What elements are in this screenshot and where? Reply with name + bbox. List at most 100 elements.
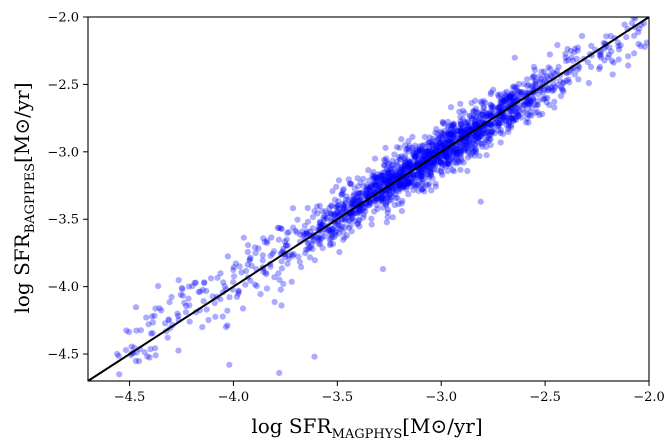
scatter-point: [488, 122, 495, 129]
scatter-point: [506, 95, 514, 102]
scatter-point: [508, 90, 515, 97]
scatter-point: [389, 157, 396, 164]
scatter-point: [328, 210, 335, 217]
scatter-point: [563, 77, 570, 84]
scatter-point: [290, 224, 297, 231]
scatter-point: [401, 152, 409, 159]
scatter-point: [639, 7, 645, 13]
scatter-point: [521, 102, 528, 109]
scatter-point: [437, 140, 444, 147]
scatter-point: [562, 50, 569, 58]
scatter-point: [549, 87, 556, 94]
scatter-point: [524, 115, 531, 122]
scatter-point: [457, 150, 464, 157]
scatter-point: [285, 255, 292, 262]
scatter-point: [438, 141, 445, 149]
scatter-point: [413, 181, 420, 188]
scatter-point: [495, 93, 502, 100]
scatter-point: [346, 217, 353, 224]
scatter-point: [445, 139, 452, 146]
scatter-point: [339, 223, 346, 230]
scatter-point: [363, 181, 370, 188]
scatter-point: [464, 135, 471, 142]
scatter-point: [383, 219, 390, 226]
scatter-point: [402, 180, 409, 188]
scatter-point: [268, 234, 275, 241]
y-tick-label: −2.0: [47, 11, 79, 26]
scatter-point: [409, 133, 416, 140]
scatter-point: [405, 161, 412, 168]
scatter-point: [355, 183, 362, 190]
scatter-point: [524, 96, 531, 103]
scatter-point: [473, 132, 480, 139]
scatter-point: [432, 180, 439, 187]
scatter-point: [319, 207, 326, 215]
scatter-point: [348, 228, 355, 235]
scatter-point: [437, 159, 444, 166]
scatter-point: [500, 102, 507, 109]
scatter-point: [458, 148, 465, 155]
scatter-point: [384, 160, 391, 167]
scatter-point: [403, 163, 410, 170]
scatter-point: [494, 91, 502, 98]
scatter-point: [476, 129, 483, 136]
scatter-point: [448, 131, 455, 138]
scatter-point: [231, 273, 238, 280]
scatter-point: [351, 185, 358, 192]
scatter-point: [404, 181, 411, 188]
scatter-point: [480, 129, 487, 137]
scatter-point: [496, 103, 503, 110]
scatter-point: [458, 148, 465, 155]
scatter-point: [376, 182, 383, 189]
scatter-point: [396, 144, 403, 151]
scatter-point: [454, 158, 461, 165]
scatter-point: [444, 168, 451, 175]
scatter-point: [565, 76, 572, 83]
scatter-point: [441, 127, 448, 134]
scatter-point: [480, 105, 487, 112]
scatter-point: [304, 240, 311, 247]
scatter-point: [404, 178, 411, 185]
scatter-point: [418, 154, 425, 161]
scatter-point: [415, 167, 422, 174]
scatter-point: [339, 190, 346, 197]
scatter-point: [449, 153, 456, 160]
scatter-point: [482, 113, 489, 120]
scatter-point: [477, 198, 484, 205]
scatter-point: [431, 137, 438, 144]
scatter-point: [453, 146, 460, 153]
scatter-point: [500, 112, 507, 119]
scatter-point: [569, 57, 577, 64]
scatter-point: [417, 176, 424, 183]
scatter-point: [445, 157, 452, 165]
scatter-point: [366, 184, 373, 191]
scatter-point: [472, 121, 479, 128]
scatter-point: [416, 147, 423, 154]
scatter-point: [542, 95, 549, 102]
scatter-point: [459, 128, 466, 135]
scatter-point: [465, 149, 473, 156]
scatter-point: [326, 227, 333, 234]
scatter-point: [500, 130, 507, 137]
scatter-point: [341, 215, 348, 223]
scatter-point: [467, 112, 474, 119]
scatter-point: [371, 179, 378, 187]
scatter-point: [597, 54, 605, 61]
scatter-point: [385, 160, 392, 167]
scatter-point: [550, 69, 557, 76]
scatter-point: [316, 220, 323, 227]
scatter-point: [367, 199, 374, 206]
scatter-point: [457, 151, 464, 158]
scatter-point: [477, 132, 485, 139]
scatter-point: [412, 155, 419, 162]
scatter-point: [509, 114, 516, 122]
scatter-point: [390, 185, 397, 192]
scatter-point: [488, 104, 495, 111]
scatter-point: [410, 187, 417, 194]
scatter-point: [484, 110, 491, 117]
scatter-point: [517, 89, 524, 96]
scatter-point: [401, 162, 408, 169]
scatter-point: [497, 91, 504, 98]
